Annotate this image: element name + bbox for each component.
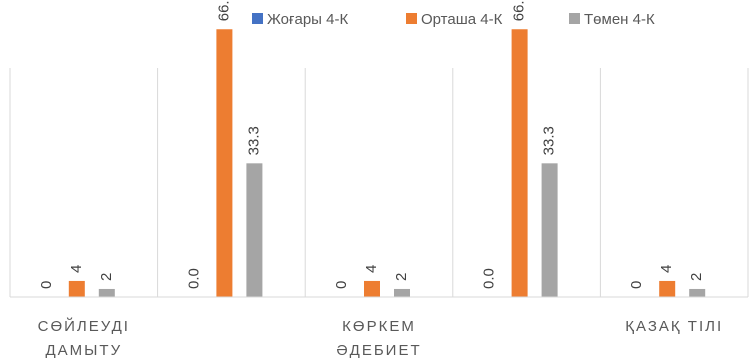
tick-label: СӨЙЛЕУДІ bbox=[38, 317, 130, 335]
bar bbox=[216, 29, 233, 298]
legend-label: Жоғары 4-К bbox=[267, 11, 348, 28]
data-label: 66.7 bbox=[215, 0, 232, 21]
tick-label: КӨРКЕМ bbox=[342, 318, 416, 335]
data-label: 4 bbox=[68, 265, 85, 273]
legend-item: Орташа 4-К bbox=[406, 11, 503, 28]
data-label: 0 bbox=[628, 281, 645, 289]
tick-label: ДАМЫТУ bbox=[45, 342, 122, 358]
data-label: 0 bbox=[38, 281, 55, 289]
category-labels: СӨЙЛЕУДІ ДАМЫТУ КӨРКЕМ ӘДЕБИЕТ ҚАЗАҚ ТІЛІ bbox=[38, 317, 723, 359]
bar bbox=[511, 29, 528, 298]
data-label: 0.0 bbox=[481, 268, 498, 289]
data-label: 4 bbox=[363, 265, 380, 273]
bar bbox=[659, 280, 676, 297]
data-label: 0.0 bbox=[185, 268, 202, 289]
bar bbox=[246, 163, 263, 297]
category-label: СӨЙЛЕУДІ ДАМЫТУ bbox=[38, 317, 130, 359]
data-label: 4 bbox=[658, 265, 675, 273]
legend-item: Төмен 4-К bbox=[569, 11, 655, 28]
tick-label: ӘДЕБИЕТ bbox=[336, 342, 421, 358]
data-labels: 0 0.0 0 0.0 0 4 66.7 4 66.7 4 2 33.3 2 33.3 2 bbox=[38, 0, 705, 289]
data-label: 0 bbox=[333, 281, 350, 289]
bars bbox=[68, 29, 706, 298]
category-label: ҚАЗАҚ ТІЛІ bbox=[625, 318, 723, 335]
legend-label: Төмен 4-К bbox=[584, 11, 655, 28]
data-label: 2 bbox=[393, 273, 410, 281]
data-label: 2 bbox=[688, 273, 705, 281]
bar bbox=[364, 280, 380, 297]
legend-swatch bbox=[252, 13, 263, 24]
data-label: 33.3 bbox=[245, 126, 262, 155]
legend-swatch bbox=[569, 13, 580, 24]
legend-swatch bbox=[406, 13, 417, 24]
bar bbox=[394, 288, 410, 297]
bar bbox=[689, 288, 706, 297]
legend-item: Жоғары 4-К bbox=[252, 11, 348, 28]
category-label: КӨРКЕМ ӘДЕБИЕТ bbox=[336, 318, 421, 359]
bar bbox=[68, 280, 85, 297]
data-label: 66.7 bbox=[511, 0, 528, 21]
data-label: 2 bbox=[98, 273, 115, 281]
category-separators bbox=[9, 68, 749, 297]
data-label: 33.3 bbox=[541, 126, 558, 155]
legend: Жоғары 4-К Орташа 4-К Төмен 4-К bbox=[252, 11, 655, 28]
tick-label: ҚАЗАҚ ТІЛІ bbox=[625, 318, 723, 335]
legend-label: Орташа 4-К bbox=[421, 11, 503, 28]
bar bbox=[541, 163, 558, 297]
bar bbox=[98, 288, 115, 297]
